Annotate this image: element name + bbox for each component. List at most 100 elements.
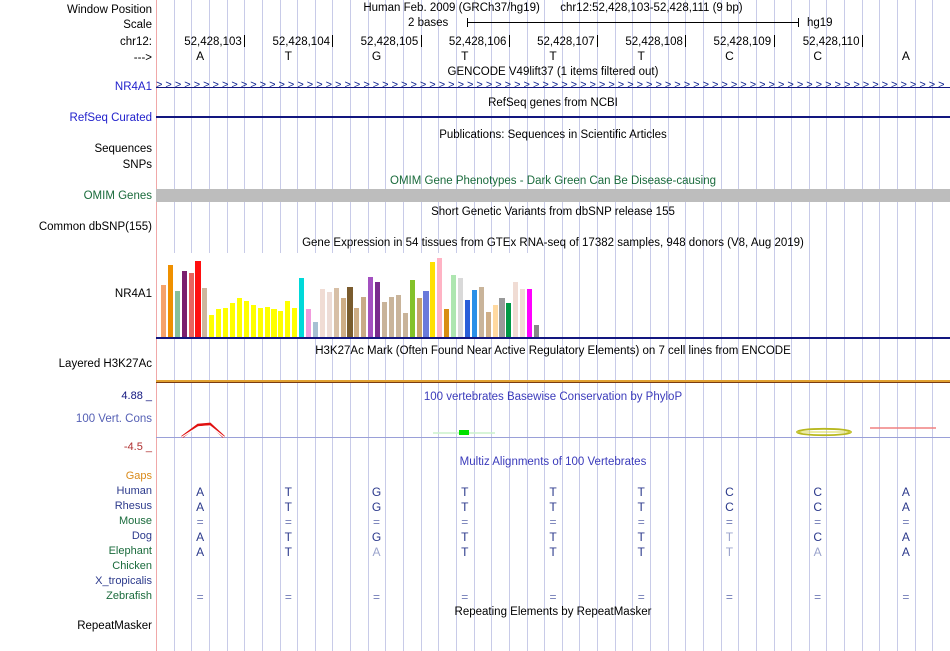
gtex-tissue-bar[interactable]	[181, 271, 187, 337]
alignment-base: A	[196, 545, 205, 559]
gtex-tissue-bar[interactable]	[216, 309, 222, 337]
label-species-chicken[interactable]: Chicken	[112, 560, 152, 572]
h3k27ac-track-title[interactable]: H3K27Ac Mark (Often Found Near Active Re…	[315, 345, 791, 357]
repeatmasker-track-title[interactable]: Repeating Elements by RepeatMasker	[454, 606, 652, 618]
gtex-tissue-bar[interactable]	[326, 291, 332, 337]
label-snps[interactable]: SNPs	[122, 159, 152, 171]
label-species-gaps[interactable]: Gaps	[125, 470, 152, 482]
conservation-baseline	[156, 437, 950, 438]
gtex-tissue-bar[interactable]	[292, 308, 298, 337]
label-species-human[interactable]: Human	[116, 485, 152, 497]
gtex-tissue-bar[interactable]	[174, 290, 180, 337]
gtex-tissue-bar[interactable]	[368, 277, 374, 337]
gtex-tissue-bar[interactable]	[478, 286, 484, 337]
gtex-tissue-bar[interactable]	[381, 301, 388, 337]
gtex-tissue-bar[interactable]	[402, 312, 408, 337]
gtex-tissue-bar[interactable]	[236, 297, 242, 337]
gtex-tissue-bar[interactable]	[451, 274, 457, 337]
gtex-tissue-bar[interactable]	[430, 262, 436, 337]
gtex-tissue-bar[interactable]	[223, 308, 229, 337]
gtex-tissue-bar[interactable]	[160, 284, 166, 337]
gencode-gene-row[interactable]: >>>>>>>>>>>>>>>>>>>>>>>>>>>>>>>>>>>>>>>>…	[156, 79, 950, 93]
gtex-tissue-bar[interactable]	[188, 273, 194, 337]
gtex-tissue-bar[interactable]	[167, 264, 173, 337]
label-refseq-curated[interactable]: RefSeq Curated	[69, 112, 152, 124]
omim-gene-bar[interactable]	[156, 189, 950, 202]
gtex-tissue-bar[interactable]	[250, 305, 256, 337]
gtex-tissue-bar[interactable]	[354, 307, 360, 337]
dbsnp-track-title[interactable]: Short Genetic Variants from dbSNP releas…	[431, 206, 675, 218]
gtex-tissue-bar[interactable]	[485, 311, 491, 337]
gtex-tissue-bar[interactable]	[375, 282, 381, 337]
track-data-column[interactable]: Human Feb. 2009 (GRCh37/hg19) chr12:52,4…	[156, 0, 950, 651]
grid-line	[897, 0, 898, 651]
gtex-tissue-bar[interactable]	[299, 278, 305, 337]
gtex-tissue-bar[interactable]	[513, 282, 519, 337]
gtex-tissue-bar[interactable]	[347, 286, 353, 337]
refseq-gene-line[interactable]	[156, 116, 950, 118]
gtex-tissue-bar[interactable]	[416, 297, 422, 337]
gtex-tissue-bar[interactable]	[527, 289, 533, 337]
gtex-tissue-bar[interactable]	[437, 258, 443, 337]
label-species-mouse[interactable]: Mouse	[118, 515, 152, 527]
gtex-tissue-bar[interactable]	[533, 325, 540, 337]
phylop-track-title[interactable]: 100 vertebrates Basewise Conservation by…	[423, 391, 683, 403]
label-species-rhesus[interactable]: Rhesus	[114, 500, 152, 512]
label-nr4a1-gtex[interactable]: NR4A1	[114, 288, 152, 300]
gtex-tissue-bar[interactable]	[195, 261, 201, 337]
gtex-tissue-bar[interactable]	[395, 295, 401, 337]
gtex-tissue-bar[interactable]	[319, 289, 325, 337]
gtex-tissue-bar[interactable]	[285, 300, 291, 337]
gencode-track-title[interactable]: GENCODE V49lift37 (1 items filtered out)	[447, 66, 659, 78]
gtex-tissue-bar[interactable]	[333, 288, 339, 337]
position-text[interactable]: chr12:52,428,103-52,428,111 (9 bp)	[560, 2, 743, 14]
alignment-base: T	[461, 530, 469, 544]
gtex-tissue-bar[interactable]	[499, 298, 505, 337]
gtex-tissue-bar[interactable]	[388, 296, 394, 337]
label-species-x-tropicalis[interactable]: X_tropicalis	[95, 575, 152, 587]
gtex-tissue-bar[interactable]	[520, 289, 526, 337]
gtex-tissue-bar[interactable]	[471, 289, 477, 337]
gtex-tissue-bar[interactable]	[312, 321, 318, 337]
gtex-tissue-bar[interactable]	[271, 309, 277, 337]
gtex-tissue-bar[interactable]	[457, 278, 464, 337]
alignment-base: =	[373, 515, 381, 529]
label-species-elephant[interactable]: Elephant	[108, 545, 152, 557]
publications-track-title[interactable]: Publications: Sequences in Scientific Ar…	[439, 129, 667, 141]
gtex-tissue-bar[interactable]	[229, 303, 236, 337]
gtex-tissue-bar[interactable]	[278, 310, 284, 337]
multiz-track-title[interactable]: Multiz Alignments of 100 Vertebrates	[459, 456, 647, 468]
alignment-base: C	[813, 500, 822, 514]
gtex-tissue-bar[interactable]	[209, 315, 215, 337]
label-common-dbsnp[interactable]: Common dbSNP(155)	[38, 221, 152, 233]
gtex-tissue-bar[interactable]	[202, 288, 208, 337]
gtex-tissue-bar[interactable]	[243, 300, 249, 337]
gtex-tissue-bar[interactable]	[305, 309, 312, 337]
gtex-tissue-bar[interactable]	[444, 309, 450, 337]
grid-line	[632, 0, 633, 651]
label-species-dog[interactable]: Dog	[131, 530, 152, 542]
gtex-tissue-bar[interactable]	[492, 305, 498, 337]
label-repeatmasker[interactable]: RepeatMasker	[77, 620, 152, 632]
alignment-base: =	[725, 515, 733, 529]
gtex-tissue-bar[interactable]	[464, 300, 470, 337]
gtex-tissue-bar[interactable]	[340, 298, 346, 337]
gtex-expression-barchart[interactable]	[160, 253, 540, 337]
label-cons-100vert[interactable]: 100 Vert. Cons	[75, 413, 152, 425]
grid-line	[862, 0, 863, 651]
label-sequences[interactable]: Sequences	[94, 143, 152, 155]
gtex-tissue-bar[interactable]	[409, 279, 415, 337]
gtex-tissue-bar[interactable]	[506, 302, 512, 337]
omim-track-title[interactable]: OMIM Gene Phenotypes - Dark Green Can Be…	[390, 175, 716, 187]
gtex-tissue-bar[interactable]	[264, 306, 270, 337]
label-nr4a1-gencode[interactable]: NR4A1	[114, 81, 152, 93]
gtex-tissue-bar[interactable]	[257, 308, 263, 337]
gtex-track-title[interactable]: Gene Expression in 54 tissues from GTEx …	[302, 237, 804, 249]
refseq-track-title[interactable]: RefSeq genes from NCBI	[488, 97, 618, 109]
label-species-zebrafish[interactable]: Zebrafish	[106, 590, 152, 602]
gtex-tissue-bar[interactable]	[423, 290, 429, 337]
gtex-tissue-bar[interactable]	[361, 296, 367, 337]
label-omim-genes[interactable]: OMIM Genes	[83, 190, 152, 202]
label-layered-h3k27ac[interactable]: Layered H3K27Ac	[58, 358, 152, 370]
